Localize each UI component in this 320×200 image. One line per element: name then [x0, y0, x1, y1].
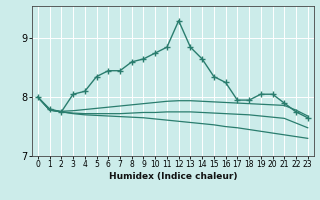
- X-axis label: Humidex (Indice chaleur): Humidex (Indice chaleur): [108, 172, 237, 181]
